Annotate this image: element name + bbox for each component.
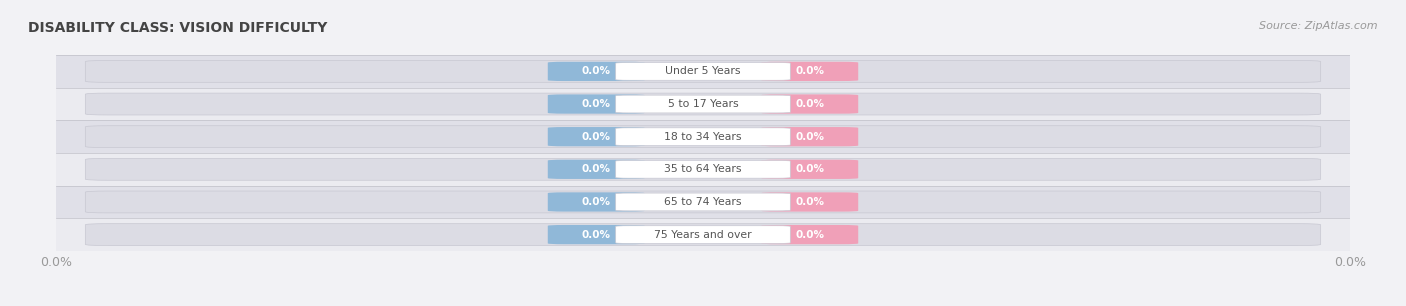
FancyBboxPatch shape	[86, 191, 1320, 213]
Text: 0.0%: 0.0%	[796, 197, 824, 207]
Text: 75 Years and over: 75 Years and over	[654, 230, 752, 240]
FancyBboxPatch shape	[616, 160, 790, 178]
Bar	[56, 88, 1350, 120]
Text: DISABILITY CLASS: VISION DIFFICULTY: DISABILITY CLASS: VISION DIFFICULTY	[28, 21, 328, 35]
FancyBboxPatch shape	[548, 127, 645, 146]
Text: 0.0%: 0.0%	[796, 230, 824, 240]
Text: 0.0%: 0.0%	[796, 164, 824, 174]
Bar	[56, 120, 1350, 153]
FancyBboxPatch shape	[86, 126, 1320, 147]
Text: 0.0%: 0.0%	[796, 132, 824, 142]
Text: 65 to 74 Years: 65 to 74 Years	[664, 197, 742, 207]
Bar	[56, 218, 1350, 251]
FancyBboxPatch shape	[548, 62, 645, 81]
Text: 0.0%: 0.0%	[582, 99, 610, 109]
FancyBboxPatch shape	[548, 192, 645, 211]
FancyBboxPatch shape	[548, 160, 645, 179]
FancyBboxPatch shape	[86, 93, 1320, 115]
FancyBboxPatch shape	[616, 62, 790, 80]
FancyBboxPatch shape	[761, 225, 858, 244]
Text: Source: ZipAtlas.com: Source: ZipAtlas.com	[1260, 21, 1378, 32]
FancyBboxPatch shape	[616, 226, 790, 244]
Bar	[56, 186, 1350, 218]
Text: 0.0%: 0.0%	[796, 99, 824, 109]
FancyBboxPatch shape	[761, 127, 858, 146]
FancyBboxPatch shape	[761, 62, 858, 81]
FancyBboxPatch shape	[761, 95, 858, 114]
FancyBboxPatch shape	[86, 224, 1320, 245]
Text: 18 to 34 Years: 18 to 34 Years	[664, 132, 742, 142]
FancyBboxPatch shape	[86, 159, 1320, 180]
Text: 35 to 64 Years: 35 to 64 Years	[664, 164, 742, 174]
FancyBboxPatch shape	[616, 95, 790, 113]
Text: 0.0%: 0.0%	[582, 230, 610, 240]
FancyBboxPatch shape	[761, 160, 858, 179]
FancyBboxPatch shape	[761, 192, 858, 211]
FancyBboxPatch shape	[86, 61, 1320, 82]
FancyBboxPatch shape	[548, 95, 645, 114]
Bar	[56, 153, 1350, 186]
Text: 5 to 17 Years: 5 to 17 Years	[668, 99, 738, 109]
FancyBboxPatch shape	[548, 225, 645, 244]
Text: 0.0%: 0.0%	[582, 132, 610, 142]
Text: 0.0%: 0.0%	[582, 66, 610, 76]
Bar	[56, 55, 1350, 88]
FancyBboxPatch shape	[616, 193, 790, 211]
Text: 0.0%: 0.0%	[582, 164, 610, 174]
FancyBboxPatch shape	[616, 128, 790, 146]
Text: Under 5 Years: Under 5 Years	[665, 66, 741, 76]
Text: 0.0%: 0.0%	[582, 197, 610, 207]
Text: 0.0%: 0.0%	[796, 66, 824, 76]
